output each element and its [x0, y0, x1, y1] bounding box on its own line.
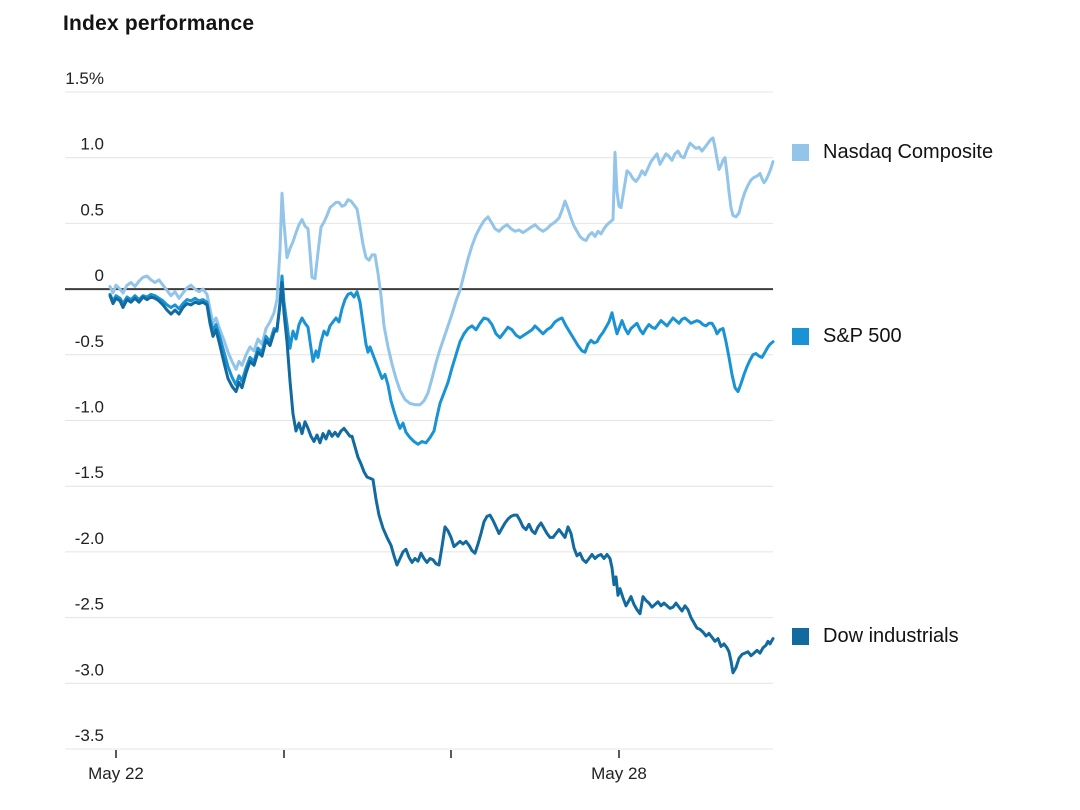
y-axis-tick-label: -0.5: [75, 332, 104, 351]
nasdaq-legend-swatch-icon: [792, 144, 809, 161]
y-axis-tick-label: -1.5: [75, 463, 104, 482]
y-axis-tick-label: 1.5%: [65, 69, 104, 88]
legend-item-dow-industrials: Dow industrials: [792, 625, 959, 648]
y-axis-tick-label: -1.0: [75, 398, 104, 417]
y-axis-tick-label: 0: [95, 266, 104, 285]
y-axis-tick-label: 0.5: [80, 200, 104, 219]
legend-label: Nasdaq Composite: [823, 141, 994, 163]
legend-item-sp500: S&P 500: [792, 325, 902, 348]
y-axis-tick-label: -3.5: [75, 726, 104, 745]
legend-item-nasdaq-composite: Nasdaq Composite: [792, 141, 993, 164]
y-axis-tick-label: -3.0: [75, 660, 104, 679]
series-line-nasdaq-composite: [108, 136, 775, 407]
legend-label: Dow industrials: [823, 625, 959, 647]
dow-legend-swatch-icon: [792, 628, 809, 645]
x-axis-tick-label: May 22: [88, 764, 144, 783]
series-line-s-p-500: [108, 274, 775, 446]
series-line-dow-industrials: [108, 281, 775, 675]
sp500-legend-swatch-icon: [792, 328, 809, 345]
chart-title: Index performance: [63, 12, 255, 35]
legend-label: S&P 500: [823, 325, 902, 347]
x-axis-tick-label: May 28: [591, 764, 647, 783]
y-axis-tick-label: -2.5: [75, 595, 104, 614]
y-axis-tick-label: 1.0: [80, 135, 104, 154]
y-axis-tick-label: -2.0: [75, 529, 104, 548]
